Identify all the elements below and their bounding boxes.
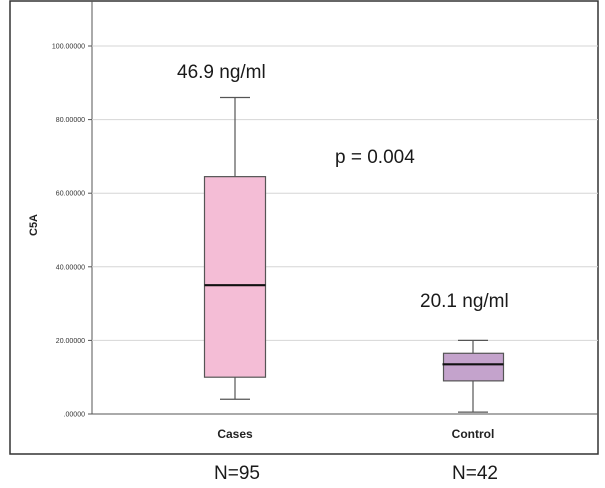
box-control [442, 339, 505, 413]
x-categories: Cases Control [217, 427, 494, 441]
annotation-label: p = 0.004 [335, 147, 415, 168]
y-tick-label: .00000 [64, 412, 86, 419]
y-tick-label: 60.00000 [56, 191, 85, 198]
sample-size-label: N=42 [452, 463, 498, 484]
y-ticks: .00000 20.00000 40.00000 60.00000 80.00000 10… [52, 44, 92, 419]
boxes [203, 96, 505, 413]
sample-sizes: N=95 N=42 [214, 463, 498, 484]
y-tick-label: 100.00000 [52, 44, 85, 51]
plot-frame [9, 0, 599, 455]
y-axis-label: C5A [28, 214, 40, 236]
grid-lines [92, 45, 598, 341]
annotation-label: 46.9 ng/ml [177, 62, 266, 83]
sample-size-label: N=95 [214, 463, 260, 484]
y-tick-label: 20.00000 [56, 338, 85, 345]
annotation-label: 20.1 ng/ml [420, 291, 509, 312]
category-label: Cases [217, 427, 253, 441]
iqr-box [203, 176, 267, 378]
category-label: Control [452, 427, 495, 441]
y-tick-label: 40.00000 [56, 264, 85, 271]
y-tick-label: 80.00000 [56, 117, 85, 124]
box-cases [203, 96, 267, 400]
annotations: 46.9 ng/ml p = 0.004 20.1 ng/ml [177, 62, 509, 312]
iqr-box [442, 352, 505, 382]
